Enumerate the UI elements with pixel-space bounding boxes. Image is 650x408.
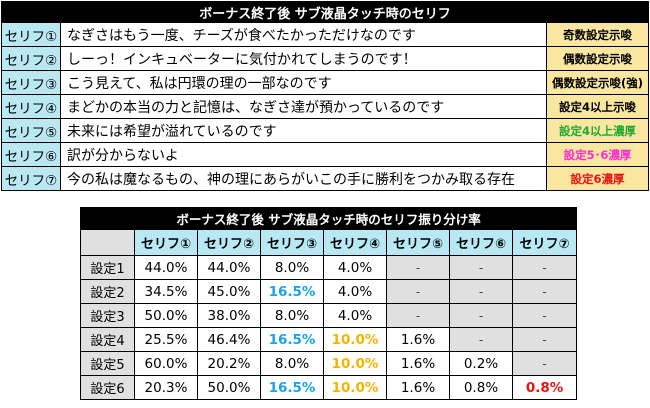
serif-text: こう見えて、私は円環の理の一部なのです <box>60 70 547 95</box>
serif-text: なぎさはもう一度、チーズが食べたかっただけなのです <box>60 22 547 47</box>
rate-cell: 8.0% <box>260 255 324 280</box>
rate-cell: 38.0% <box>197 303 261 328</box>
rate-cell: 8.0% <box>260 351 324 376</box>
rate-column-header: セリフ⑦ <box>511 229 578 256</box>
serif-label: セリフ④ <box>1 94 61 119</box>
rate-row-label: 設定4 <box>80 327 135 352</box>
rate-row: 設定3 50.0% 38.0% 8.0% 4.0% - - - <box>80 303 578 328</box>
serif-row: セリフ③ こう見えて、私は円環の理の一部なのです 偶数設定示唆(強) <box>1 70 650 95</box>
serif-label: セリフ⑥ <box>1 142 61 167</box>
rate-cell: 8.0% <box>260 303 324 328</box>
rate-cell: 1.6% <box>386 375 450 400</box>
serif-text: 未来には希望が溢れているのです <box>60 118 547 143</box>
rate-cell: 50.0% <box>197 375 261 400</box>
rate-row-label: 設定1 <box>80 255 135 280</box>
rate-cell: - <box>449 303 513 328</box>
rate-cell: 34.5% <box>134 279 198 304</box>
serif-table-title: ボーナス終了後 サブ液晶タッチ時のセリフ <box>0 1 650 23</box>
serif-result: 奇数設定示唆 <box>545 22 650 47</box>
rate-cell: - <box>511 255 578 280</box>
rate-cell: 4.0% <box>323 255 387 280</box>
rate-row: 設定1 44.0% 44.0% 8.0% 4.0% - - - <box>80 255 578 280</box>
rate-cell: - <box>386 255 450 280</box>
rate-cell: 50.0% <box>134 303 198 328</box>
serif-row: セリフ⑦ 今の私は魔なるもの、神の理にあらがいこの手に勝利をつかみ取る存在 設定6濃… <box>1 166 650 191</box>
rate-cell: 0.8% <box>511 375 578 400</box>
serif-label: セリフ⑦ <box>1 166 61 191</box>
serif-row: セリフ⑤ 未来には希望が溢れているのです 設定4以上濃厚 <box>1 118 650 143</box>
rate-cell: 20.3% <box>134 375 198 400</box>
serif-label: セリフ② <box>1 46 61 71</box>
rate-column-header: セリフ⑤ <box>386 229 450 256</box>
serif-result: 設定5･6濃厚 <box>545 142 650 167</box>
rate-cell: 16.5% <box>260 375 324 400</box>
rate-cell: 45.0% <box>197 279 261 304</box>
rate-cell: - <box>449 327 513 352</box>
serif-result: 偶数設定示唆 <box>545 46 650 71</box>
serif-row: セリフ④ まどかの本当の力と記憶は、なぎさ達が預かっているのです 設定4以上示唆 <box>1 94 650 119</box>
rate-cell: 16.5% <box>260 327 324 352</box>
rate-row: 設定6 20.3% 50.0% 16.5% 10.0% 1.6% 0.8% 0.8% <box>80 375 578 400</box>
rate-column-header: セリフ② <box>197 229 261 256</box>
serif-result: 設定6濃厚 <box>545 166 650 191</box>
rate-cell: 0.8% <box>449 375 513 400</box>
rate-row-label: 設定2 <box>80 279 135 304</box>
serif-label: セリフ① <box>1 22 61 47</box>
rate-cell: 1.6% <box>386 351 450 376</box>
rate-cell: 4.0% <box>323 303 387 328</box>
rate-cell: 10.0% <box>323 351 387 376</box>
rate-cell: - <box>449 279 513 304</box>
rate-cell: 44.0% <box>197 255 261 280</box>
rate-table: ボーナス終了後 サブ液晶タッチ時のセリフ振り分け率 セリフ① セリフ② セリフ③ セリ… <box>79 207 578 400</box>
rate-row-label: 設定3 <box>80 303 135 328</box>
rate-table-corner <box>80 229 135 256</box>
rate-column-header: セリフ⑥ <box>449 229 513 256</box>
serif-row: セリフ① なぎさはもう一度、チーズが食べたかっただけなのです 奇数設定示唆 <box>1 22 650 47</box>
rate-cell: - <box>511 303 578 328</box>
serif-table: ボーナス終了後 サブ液晶タッチ時のセリフ セリフ① なぎさはもう一度、チーズが食べ… <box>0 1 650 191</box>
rate-cell: 0.2% <box>449 351 513 376</box>
rate-cell: 10.0% <box>323 375 387 400</box>
serif-text: 訳が分からないよ <box>60 142 547 167</box>
serif-row: セリフ⑥ 訳が分からないよ 設定5･6濃厚 <box>1 142 650 167</box>
rate-row: 設定4 25.5% 46.4% 16.5% 10.0% 1.6% - - <box>80 327 578 352</box>
rate-row-label: 設定6 <box>80 375 135 400</box>
rate-cell: 60.0% <box>134 351 198 376</box>
serif-text: 今の私は魔なるもの、神の理にあらがいこの手に勝利をつかみ取る存在 <box>60 166 547 191</box>
serif-result: 偶数設定示唆(強) <box>545 70 650 95</box>
serif-row: セリフ② しーっ！インキュベーターに気付かれてしまうのです！ 偶数設定示唆 <box>1 46 650 71</box>
rate-cell: 4.0% <box>323 279 387 304</box>
rate-cell: - <box>511 351 578 376</box>
serif-result: 設定4以上濃厚 <box>545 118 650 143</box>
rate-cell: 10.0% <box>323 327 387 352</box>
rate-cell: 44.0% <box>134 255 198 280</box>
serif-label: セリフ⑤ <box>1 118 61 143</box>
rate-column-header: セリフ① <box>134 229 198 256</box>
serif-result: 設定4以上示唆 <box>545 94 650 119</box>
rate-cell: 1.6% <box>386 327 450 352</box>
rate-row: 設定5 60.0% 20.2% 8.0% 10.0% 1.6% 0.2% - <box>80 351 578 376</box>
rate-table-title: ボーナス終了後 サブ液晶タッチ時のセリフ振り分け率 <box>79 207 578 230</box>
rate-column-header: セリフ③ <box>260 229 324 256</box>
rate-row-label: 設定5 <box>80 351 135 376</box>
rate-cell: - <box>511 327 578 352</box>
rate-cell: 16.5% <box>260 279 324 304</box>
serif-text: まどかの本当の力と記憶は、なぎさ達が預かっているのです <box>60 94 547 119</box>
serif-label: セリフ③ <box>1 70 61 95</box>
rate-cell: 25.5% <box>134 327 198 352</box>
serif-text: しーっ！インキュベーターに気付かれてしまうのです！ <box>60 46 547 71</box>
rate-cell: - <box>511 279 578 304</box>
rate-column-header: セリフ④ <box>323 229 387 256</box>
rate-cell: 46.4% <box>197 327 261 352</box>
rate-cell: 20.2% <box>197 351 261 376</box>
rate-cell: - <box>449 255 513 280</box>
rate-cell: - <box>386 279 450 304</box>
rate-row: 設定2 34.5% 45.0% 16.5% 4.0% - - - <box>80 279 578 304</box>
rate-cell: - <box>386 303 450 328</box>
